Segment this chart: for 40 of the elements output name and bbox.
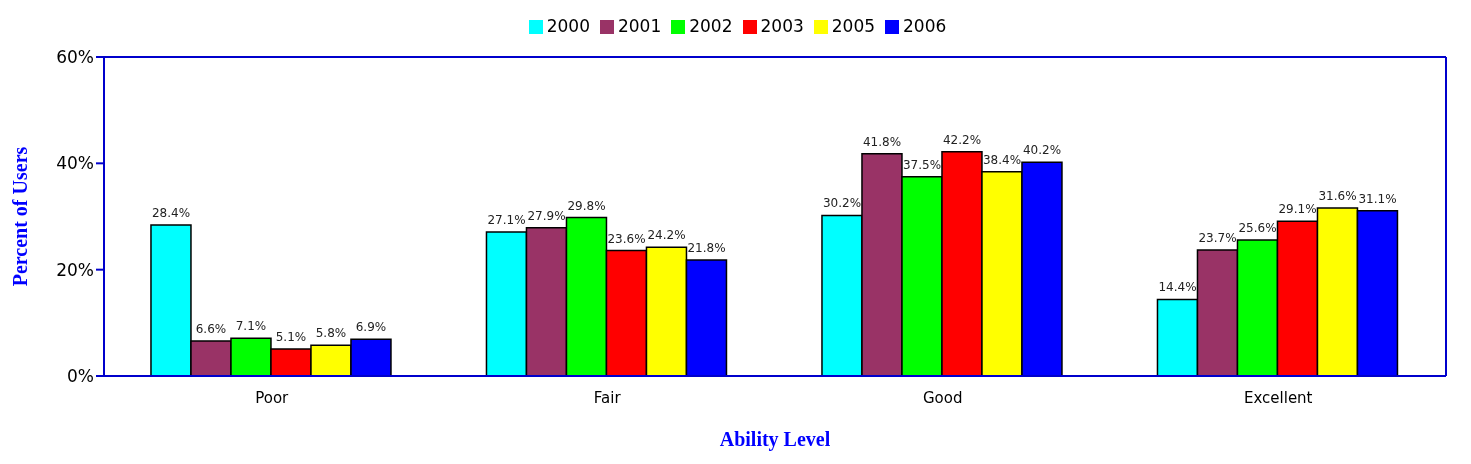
y-tick-label: 0% (67, 366, 94, 387)
legend-label: 2005 (831, 16, 876, 36)
data-label: 29.8% (567, 198, 606, 213)
data-label: 42.2% (942, 132, 982, 147)
x-tick-label: Poor (255, 388, 290, 407)
data-label: 5.8% (315, 326, 347, 341)
data-label: 30.2% (822, 196, 862, 211)
data-label: 23.6% (607, 231, 646, 246)
data-label: 29.1% (1278, 202, 1317, 217)
data-label: 7.1% (235, 319, 267, 334)
legend-label: 2000 (546, 16, 590, 36)
data-label: 28.4% (151, 206, 191, 221)
data-label: 14.4% (1158, 280, 1197, 295)
data-label: 23.7% (1198, 230, 1237, 245)
x-tick-label: Good (923, 388, 963, 407)
data-label: 37.5% (902, 157, 942, 172)
data-label: 6.6% (195, 321, 227, 336)
data-label: 40.2% (1022, 143, 1062, 158)
data-label: 41.8% (862, 134, 902, 149)
x-tick-label: Excellent (1243, 388, 1313, 407)
y-tick-label: 20% (56, 259, 94, 280)
data-label: 27.1% (487, 212, 526, 227)
data-label: 5.1% (275, 329, 307, 344)
y-tick-label: 40% (56, 153, 94, 174)
data-label: 6.9% (355, 320, 387, 335)
x-axis-title: Ability Level (719, 428, 831, 451)
data-label: 24.2% (647, 228, 686, 243)
data-label: 38.4% (982, 152, 1022, 167)
y-tick-label: 60% (56, 47, 94, 68)
x-tick-label: Fair (593, 388, 622, 407)
data-label: 31.1% (1358, 191, 1397, 206)
data-label: 27.9% (527, 208, 566, 223)
legend-label: 2006 (903, 16, 947, 36)
data-label: 21.8% (687, 241, 726, 256)
data-label: 25.6% (1238, 220, 1277, 235)
legend-label: 2001 (617, 16, 662, 36)
legend-label: 2002 (689, 16, 733, 36)
legend-label: 2003 (760, 16, 804, 36)
data-label: 31.6% (1318, 188, 1357, 203)
y-axis-title: Percent of Users (9, 146, 32, 287)
